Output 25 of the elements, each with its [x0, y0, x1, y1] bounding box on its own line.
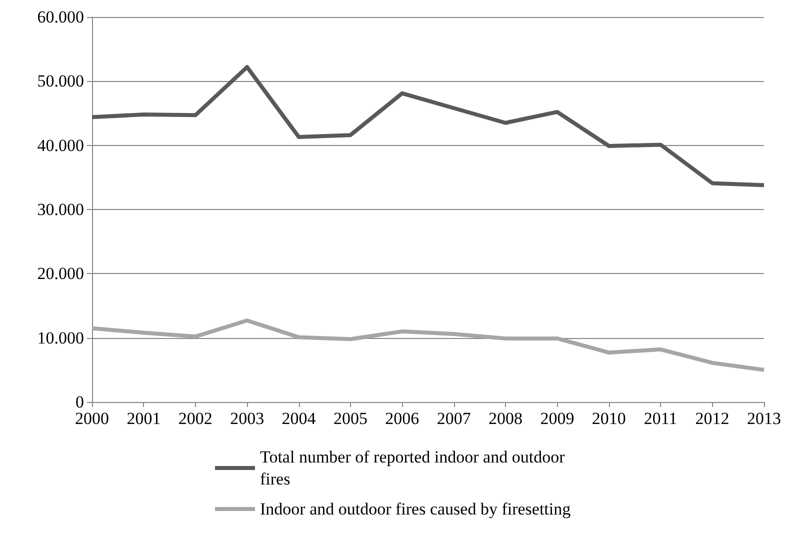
x-tick-label: 2007 — [436, 409, 472, 428]
x-tick-label: 2011 — [644, 409, 678, 428]
legend-label: Total number of reported indoor and outdoor fires — [260, 448, 569, 488]
y-tick-label: 60.000 — [37, 8, 84, 26]
x-tick-label: 2003 — [230, 409, 264, 428]
x-tick-label: 2000 — [75, 409, 109, 428]
y-tick-label: 20.000 — [37, 264, 84, 284]
line-series — [90, 65, 766, 188]
x-tick-label: 2001 — [126, 409, 161, 428]
x-tick-label: 2004 — [282, 409, 316, 428]
x-tick-label: 2012 — [695, 409, 730, 428]
y-tick-label: 40.000 — [37, 136, 84, 155]
x-tick-label: 2002 — [178, 409, 212, 428]
x-tick-label: 2009 — [540, 409, 574, 428]
y-tick-label: 50.000 — [37, 72, 84, 91]
line-series — [90, 318, 766, 372]
x-tick-label: 2008 — [488, 409, 523, 428]
y-tick-label: 10.000 — [37, 328, 84, 348]
legend-label: Indoor and outdoor fires caused by firesetting — [260, 500, 572, 518]
x-tick-label: 2006 — [385, 409, 420, 428]
y-tick-label: 30.000 — [37, 200, 84, 219]
y-tick-label: 0 — [76, 392, 84, 412]
x-tick-label: 2010 — [592, 409, 626, 428]
x-tick-label: 2005 — [333, 409, 368, 428]
x-tick-label: 2013 — [747, 409, 781, 428]
